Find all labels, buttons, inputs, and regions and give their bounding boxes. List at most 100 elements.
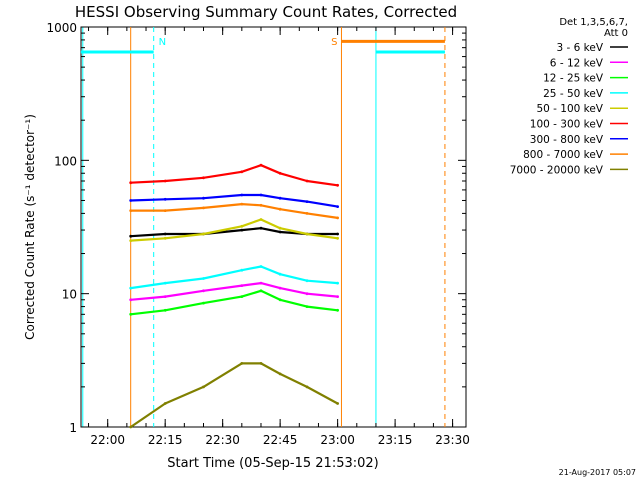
series-point-1-6 <box>305 292 309 296</box>
series-point-1-1 <box>163 295 167 298</box>
series-point-0-4 <box>259 226 263 230</box>
generation-timestamp: 21-Aug-2017 05:07 <box>559 468 636 477</box>
series-point-4-7 <box>336 236 339 240</box>
x-tick-label-6: 23:30 <box>435 433 470 447</box>
series-point-1-5 <box>278 286 282 290</box>
series-point-2-3 <box>240 295 244 298</box>
legend-label-0: 3 - 6 keV <box>556 42 603 54</box>
series-point-0-5 <box>278 230 282 234</box>
series-point-8-2 <box>202 385 205 389</box>
series-point-3-1 <box>163 281 167 285</box>
x-tick-label-1: 22:15 <box>148 433 183 447</box>
series-point-2-7 <box>336 308 339 312</box>
series-point-0-3 <box>240 228 244 232</box>
series-point-7-3 <box>240 202 244 206</box>
series-point-4-6 <box>305 232 309 236</box>
series-point-8-1 <box>163 402 167 405</box>
series-point-3-7 <box>336 281 339 285</box>
series-point-6-4 <box>259 193 263 197</box>
y-tick-label-2: 100 <box>54 154 77 168</box>
series-point-8-4 <box>259 362 263 365</box>
series-point-2-1 <box>163 308 167 312</box>
series-point-4-1 <box>163 236 167 240</box>
series-point-1-7 <box>336 295 339 298</box>
series-point-5-7 <box>336 183 339 187</box>
series-line-7 <box>130 203 338 219</box>
series-line-8 <box>130 362 339 428</box>
series-point-1-4 <box>259 281 263 285</box>
series-point-6-5 <box>278 196 282 200</box>
legend-label-2: 12 - 25 keV <box>543 73 604 85</box>
series-point-3-3 <box>240 268 244 272</box>
y-axis-ticks: 1 10 100 1000 <box>46 21 466 435</box>
series-point-8-6 <box>305 385 309 389</box>
plot-frame <box>80 26 467 428</box>
legend-label-7: 800 - 7000 keV <box>523 149 604 161</box>
series-point-0-0 <box>129 234 133 238</box>
series-point-8-5 <box>278 372 282 376</box>
status-bars <box>80 39 445 54</box>
series-point-1-0 <box>129 298 133 302</box>
series-point-7-5 <box>278 207 282 211</box>
orbit-markers <box>82 27 446 427</box>
series-point-6-0 <box>129 199 133 202</box>
series-point-1-3 <box>240 284 244 287</box>
legend-label-4: 50 - 100 keV <box>536 103 603 115</box>
legend-label-1: 6 - 12 keV <box>550 57 604 69</box>
series-line-6 <box>130 193 338 208</box>
series-point-4-0 <box>129 239 133 243</box>
series-point-3-0 <box>129 286 133 290</box>
series-line-3 <box>130 265 338 290</box>
series-point-5-6 <box>305 179 309 183</box>
series-point-3-2 <box>202 277 205 280</box>
series-point-2-6 <box>305 305 309 308</box>
series-point-3-5 <box>278 272 282 276</box>
series-line-2 <box>130 289 338 316</box>
legend-label-5: 100 - 300 keV <box>530 119 604 131</box>
series-line-4 <box>130 218 338 242</box>
x-tick-label-4: 23:00 <box>320 433 355 447</box>
x-axis-ticks: 22:00 22:15 22:30 22:45 23:00 23:15 23:30 <box>88 27 470 447</box>
series-point-6-6 <box>305 200 309 204</box>
series-point-7-6 <box>305 212 309 215</box>
series-point-7-2 <box>202 206 205 210</box>
legend-header-0: Det 1,3,5,6,7, <box>559 17 628 28</box>
legend: Det 1,3,5,6,7,Att 03 - 6 keV 6 - 12 keV 12… <box>510 17 628 176</box>
series-point-7-0 <box>129 209 133 213</box>
series-point-5-1 <box>163 179 167 183</box>
y-axis-label: Corrected Count Rate (s⁻¹ detector⁻¹) <box>23 114 37 340</box>
series-point-2-5 <box>278 298 282 302</box>
y-tick-label-0: 1 <box>69 421 77 435</box>
series-point-7-1 <box>163 209 167 213</box>
x-tick-label-5: 23:15 <box>378 433 413 447</box>
series-point-0-1 <box>163 232 167 236</box>
chart-title: HESSI Observing Summary Count Rates, Cor… <box>75 3 457 21</box>
series-point-5-3 <box>240 170 244 174</box>
series-point-4-4 <box>259 218 263 221</box>
series-point-2-0 <box>129 312 133 316</box>
status-label-n: N <box>159 37 166 48</box>
series-point-6-7 <box>336 205 339 209</box>
status-label-s: S <box>331 37 337 48</box>
series-point-3-4 <box>259 265 263 268</box>
series-point-3-6 <box>305 279 309 283</box>
series-group <box>129 163 339 429</box>
series-point-5-0 <box>129 181 133 185</box>
series-point-6-2 <box>202 196 205 200</box>
series-point-5-2 <box>202 176 205 180</box>
series-point-5-4 <box>259 163 263 167</box>
series-point-2-4 <box>259 289 263 293</box>
x-tick-label-3: 22:45 <box>263 433 298 447</box>
series-point-6-3 <box>240 193 244 197</box>
legend-label-6: 300 - 800 keV <box>530 134 604 146</box>
series-point-4-2 <box>202 232 205 236</box>
x-axis-label: Start Time (05-Sep-15 21:53:02) <box>167 456 378 471</box>
series-point-2-2 <box>202 301 205 305</box>
series-point-8-0 <box>129 425 133 429</box>
legend-header-1: Att 0 <box>604 28 628 39</box>
series-point-7-4 <box>259 203 263 207</box>
series-line-5 <box>130 164 338 187</box>
series-point-1-2 <box>202 289 205 293</box>
